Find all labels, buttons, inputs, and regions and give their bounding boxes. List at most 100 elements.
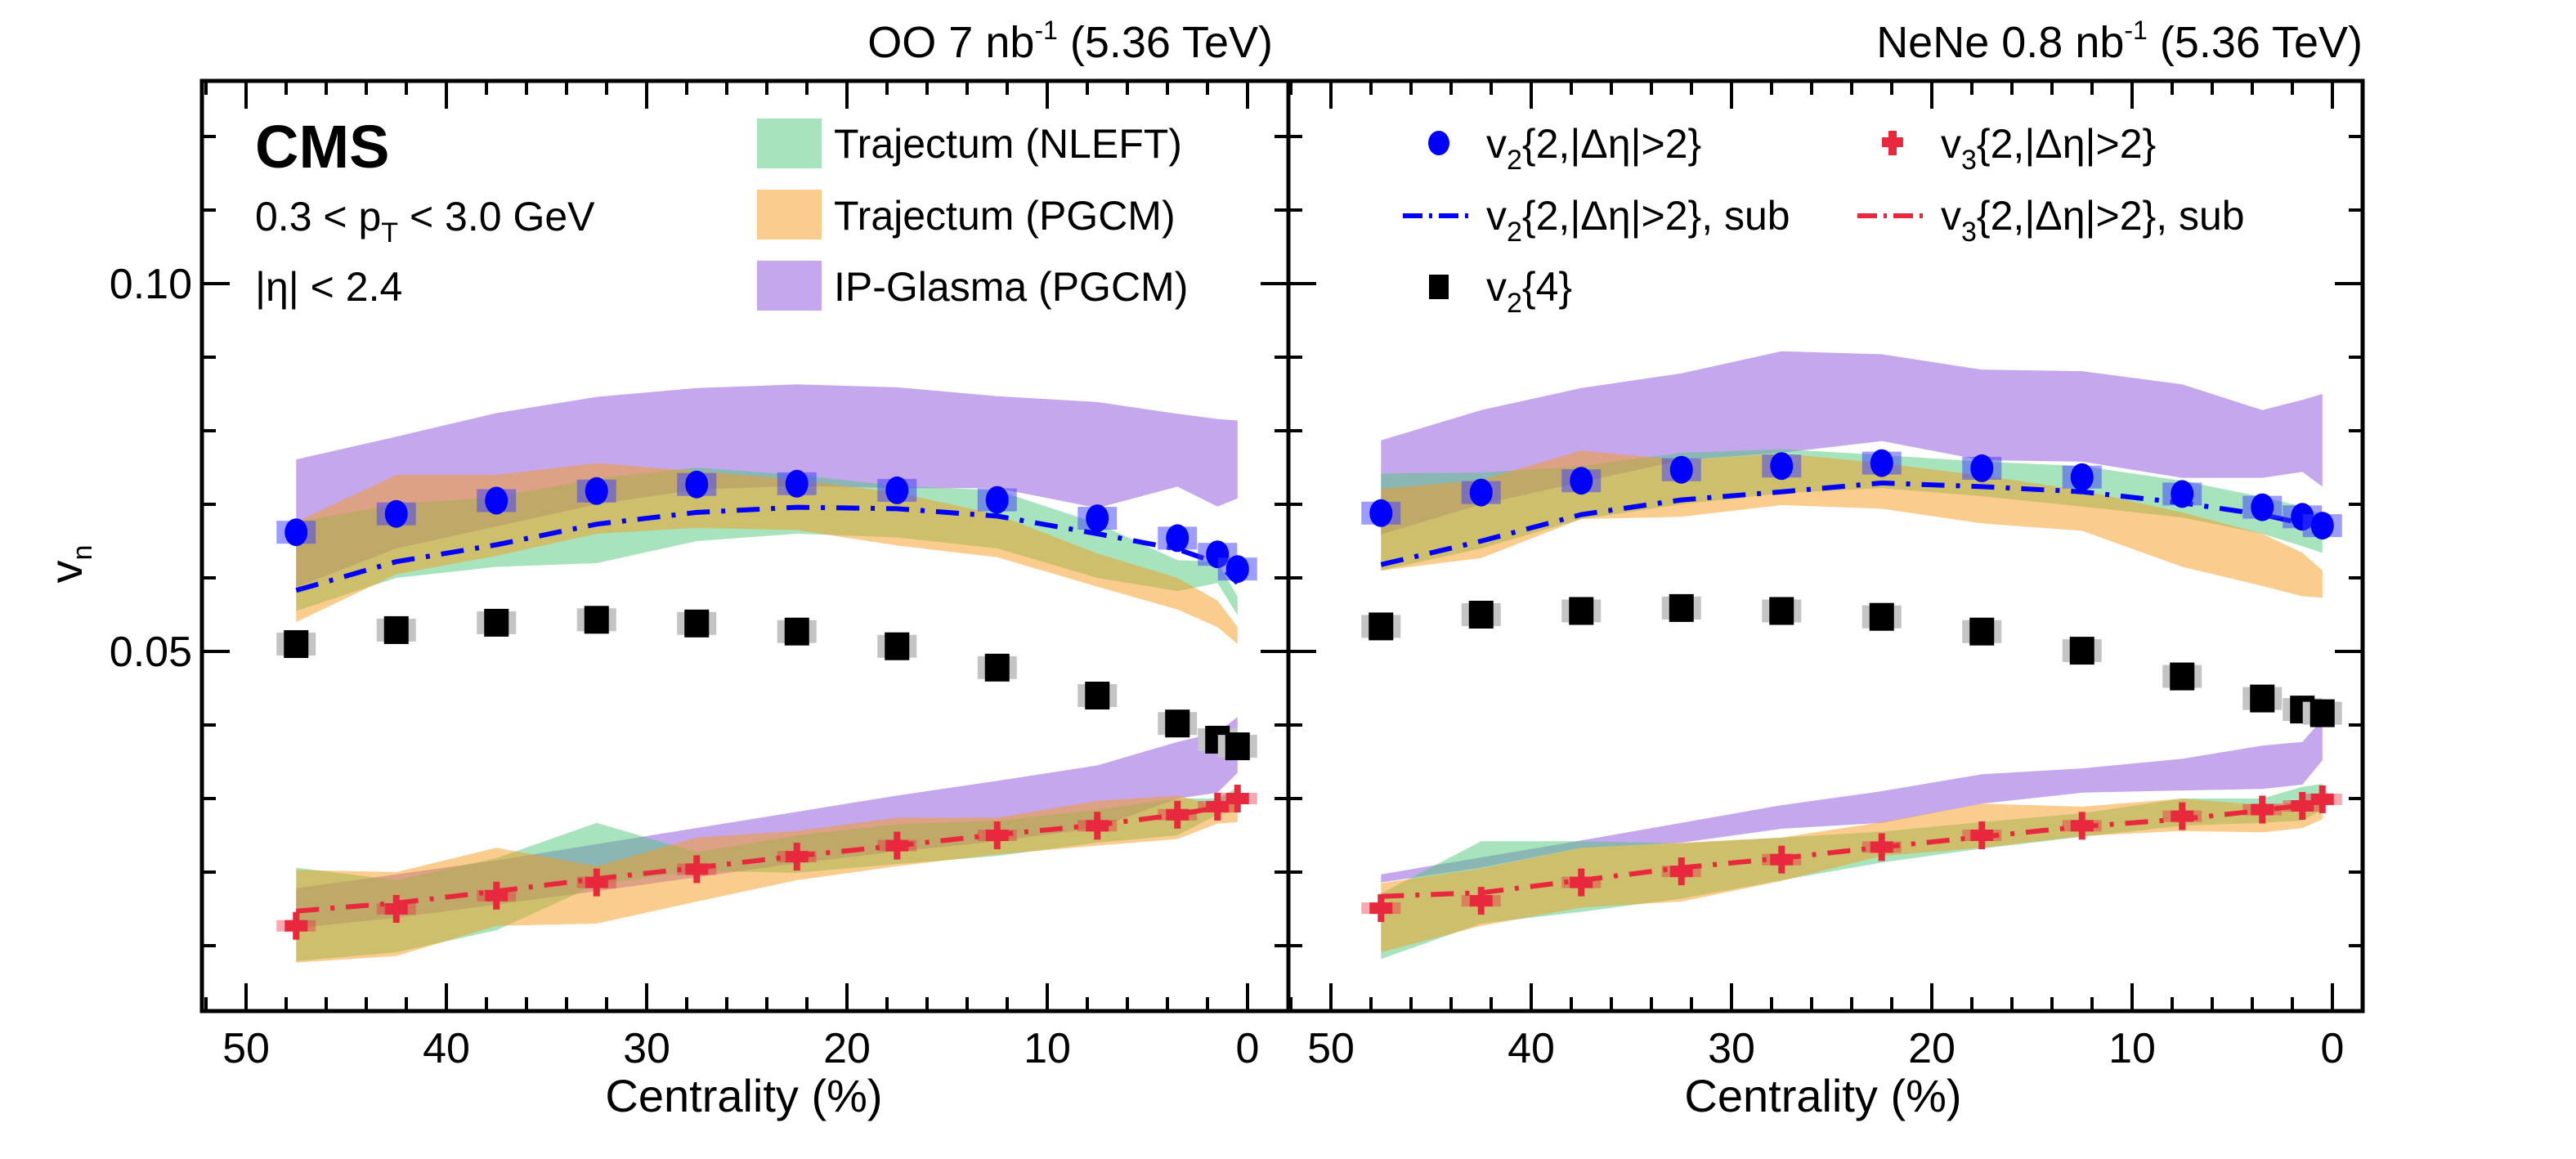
point-v2-4 bbox=[2069, 637, 2094, 665]
point-v3-2 bbox=[485, 881, 508, 910]
point-v2-2 bbox=[585, 477, 608, 505]
point-v2-4 bbox=[1165, 709, 1190, 738]
point-v2-2 bbox=[384, 499, 408, 528]
point-v2-4 bbox=[1225, 732, 1250, 761]
band-ipglasma-v2 bbox=[1381, 351, 2323, 535]
legend-label-v2-4: v2{4} bbox=[1486, 264, 1572, 319]
point-v2-2 bbox=[1770, 452, 1794, 481]
point-v2-2 bbox=[2251, 493, 2274, 521]
cross-horizontal bbox=[1570, 876, 1593, 888]
model-bands-nene bbox=[1381, 351, 2323, 960]
cross-horizontal bbox=[1770, 853, 1794, 866]
markers-nene bbox=[1361, 449, 2342, 923]
point-v2-2 bbox=[1369, 499, 1393, 527]
point-v2-2 bbox=[685, 470, 709, 499]
point-v2-4 bbox=[2309, 699, 2335, 727]
cross-horizontal bbox=[2070, 820, 2094, 832]
cross-horizontal bbox=[1469, 895, 1493, 907]
cross-horizontal bbox=[1166, 808, 1189, 821]
point-v3-2 bbox=[1870, 833, 1893, 861]
point-v2-4 bbox=[1669, 593, 1694, 622]
point-v2-4 bbox=[383, 615, 409, 644]
cross-horizontal bbox=[1870, 841, 1893, 853]
point-v3-2 bbox=[1166, 800, 1189, 829]
cross-horizontal bbox=[2291, 800, 2314, 812]
point-v2-2 bbox=[1086, 504, 1109, 533]
point-v3-2 bbox=[1570, 868, 1593, 897]
x-axis-title-oo: Centrality (%) bbox=[605, 1070, 882, 1121]
markers-oo bbox=[276, 469, 1257, 940]
point-v2-4 bbox=[784, 617, 809, 646]
axes-nene: 50 40 30 20 10 0 bbox=[1286, 78, 2365, 1072]
point-v2-4 bbox=[984, 653, 1010, 682]
point-v2-4 bbox=[2250, 684, 2275, 713]
cross-horizontal bbox=[284, 920, 308, 932]
x-tick-label: 10 bbox=[2108, 1025, 2156, 1072]
data-legend: v2{2,|Δη|>2} v3{2,|Δη|>2} v2{2,|Δη|>2}, … bbox=[1403, 121, 2245, 319]
cross-horizontal bbox=[2171, 810, 2194, 822]
legend-label-v2-2: v2{2,|Δη|>2} bbox=[1486, 121, 1701, 176]
cross-horizontal bbox=[1970, 830, 1994, 841]
panel-title-oo: OO 7 nb-1 (5.36 TeV) bbox=[867, 16, 1273, 67]
point-v2-2 bbox=[885, 476, 909, 504]
point-v2-4 bbox=[1085, 682, 1110, 709]
point-v2-2 bbox=[785, 469, 809, 498]
legend-marker-v3-2 bbox=[1882, 131, 1903, 155]
cross-horizontal bbox=[2310, 793, 2334, 805]
point-v3-2 bbox=[2251, 795, 2274, 824]
panel-title-nene: NeNe 0.8 nb-1 (5.36 TeV) bbox=[1876, 16, 2363, 67]
point-v2-4 bbox=[584, 606, 609, 634]
cross-horizontal bbox=[1086, 820, 1109, 832]
point-v2-2 bbox=[2171, 480, 2194, 508]
point-v3-2 bbox=[2310, 785, 2334, 813]
point-v2-4 bbox=[1869, 602, 1894, 631]
point-v3-2 bbox=[1369, 894, 1393, 923]
x-tick-label: 20 bbox=[1908, 1025, 1956, 1072]
point-v2-4 bbox=[284, 630, 309, 658]
band-pgcm-v2 bbox=[296, 463, 1238, 644]
point-v3-2 bbox=[284, 911, 308, 940]
legend-swatch-ipglasma bbox=[757, 261, 822, 311]
model-bands-oo bbox=[296, 384, 1238, 963]
legend-swatch-nleft bbox=[757, 119, 822, 168]
point-v2-4 bbox=[2170, 662, 2195, 691]
point-v3-2 bbox=[585, 868, 608, 897]
x-tick-label: 0 bbox=[2321, 1025, 2345, 1072]
point-v3-2 bbox=[384, 895, 408, 923]
sub-lines-oo bbox=[295, 504, 1239, 914]
cross-horizontal bbox=[1369, 902, 1393, 915]
point-v3-2 bbox=[1770, 845, 1794, 874]
point-v2-2 bbox=[1570, 467, 1593, 495]
legend-label-v2-2-sub: v2{2,|Δη|>2}, sub bbox=[1486, 193, 1790, 248]
cross-horizontal bbox=[1225, 793, 1249, 804]
y-axis-title: vn bbox=[40, 545, 98, 584]
point-v2-2 bbox=[1870, 449, 1893, 477]
model-legend: Trajectum (NLEFT) Trajectum (PGCM) IP-Gl… bbox=[757, 119, 1188, 311]
point-v2-2 bbox=[284, 518, 308, 547]
x-tick-label: 40 bbox=[1508, 1025, 1555, 1072]
line-v3-2-sub bbox=[296, 797, 1239, 914]
point-v3-2 bbox=[2291, 792, 2314, 820]
legend-label-nleft: Trajectum (NLEFT) bbox=[834, 121, 1182, 167]
point-v3-2 bbox=[1469, 887, 1493, 915]
point-v3-2 bbox=[1669, 857, 1693, 886]
point-v3-2 bbox=[1225, 785, 1249, 812]
cross-horizontal bbox=[685, 863, 709, 875]
point-v2-2 bbox=[1225, 555, 1249, 584]
x-tick-label: 40 bbox=[423, 1025, 470, 1072]
band-ipglasma-v3 bbox=[1381, 718, 2323, 883]
line-v3-2-sub bbox=[1381, 799, 2323, 899]
point-v2-2 bbox=[2310, 512, 2334, 540]
x-tick-label: 50 bbox=[1307, 1025, 1355, 1072]
legend-label-ipglasma: IP-Glasma (PGCM) bbox=[834, 264, 1188, 310]
legend-marker-v2-4 bbox=[1429, 275, 1449, 299]
point-v3-2 bbox=[1970, 821, 1994, 849]
point-v2-2 bbox=[1669, 455, 1693, 484]
x-tick-label: 10 bbox=[1024, 1025, 1071, 1072]
line-v2-2-sub bbox=[295, 504, 1239, 593]
panel-nene: 50 40 30 20 10 0 NeNe 0.8 nb-1 (5.36 TeV) Cen… bbox=[1286, 16, 2365, 1121]
band-pgcm-v2 bbox=[1381, 450, 2323, 598]
point-v2-2 bbox=[2070, 463, 2094, 491]
point-v3-2 bbox=[985, 821, 1009, 849]
